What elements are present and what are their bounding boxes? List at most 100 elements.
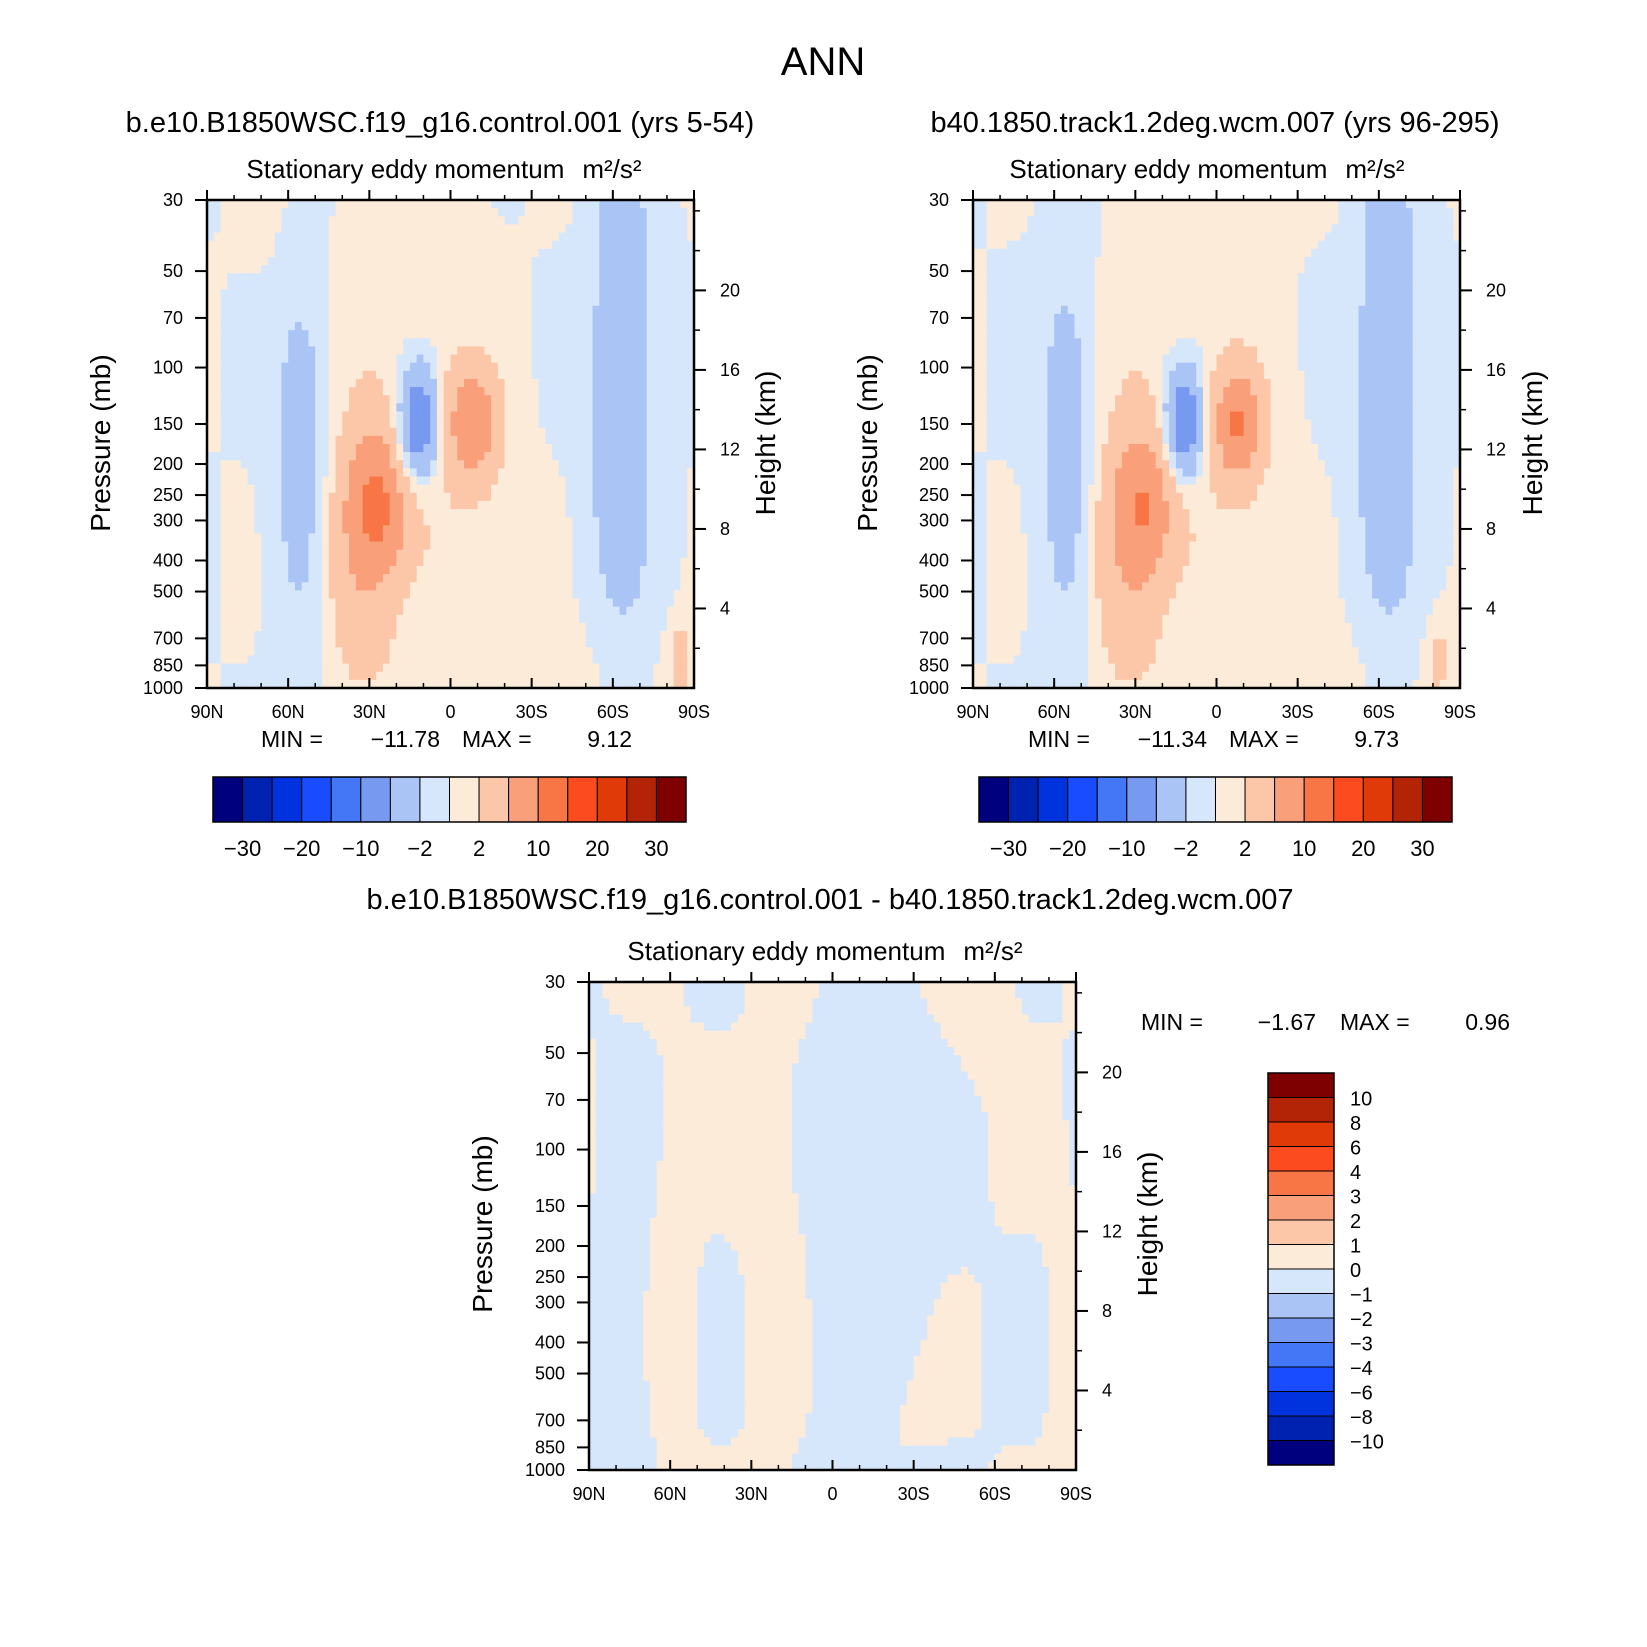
contour-cell — [234, 671, 242, 681]
contour-cell — [633, 232, 641, 242]
contour-cell — [599, 232, 607, 242]
contour-cell — [450, 297, 458, 307]
contour-cell — [1209, 208, 1218, 217]
contour-cell — [227, 590, 235, 600]
contour-cell — [1148, 208, 1157, 217]
contour-cell — [470, 517, 479, 526]
contour-cell — [308, 362, 316, 372]
contour-cell — [538, 338, 546, 347]
contour-cell — [1162, 200, 1170, 209]
contour-cell — [220, 305, 228, 315]
contour-cell — [524, 208, 533, 217]
contour-cell — [436, 671, 445, 681]
contour-cell — [335, 631, 343, 640]
x-tick-label: 60S — [597, 702, 629, 722]
contour-cell — [538, 590, 546, 600]
contour-cell — [328, 281, 337, 291]
contour-cell — [409, 387, 418, 396]
contour-cell — [484, 533, 492, 543]
contour-cell — [436, 322, 445, 331]
contour-cell — [403, 354, 411, 364]
contour-cell — [294, 419, 303, 429]
contour-cell — [653, 468, 661, 478]
contour-cell — [207, 208, 215, 217]
contour-cell — [633, 525, 641, 535]
contour-cell — [666, 541, 675, 551]
contour-cell — [524, 647, 533, 657]
contour-cell — [646, 289, 655, 299]
contour-cell — [234, 395, 242, 404]
contour-cell — [579, 435, 587, 445]
contour-cell — [457, 557, 465, 567]
contour-cell — [1054, 240, 1062, 250]
contour-cell — [538, 419, 546, 429]
contour-cell — [687, 216, 695, 225]
contour-cell — [261, 598, 269, 608]
contour-cell — [619, 541, 627, 551]
contour-cell — [551, 476, 560, 486]
contour-cell — [504, 354, 512, 364]
contour-cell — [294, 427, 303, 437]
contour-cell — [213, 460, 222, 469]
contour-cell — [436, 281, 445, 291]
contour-cell — [633, 216, 641, 225]
contour-cell — [308, 484, 316, 494]
contour-cell — [606, 606, 614, 616]
contour-cell — [646, 492, 655, 502]
contour-cell — [308, 305, 316, 315]
contour-cell — [1162, 232, 1170, 242]
contour-cell — [633, 305, 641, 315]
contour-cell — [565, 639, 573, 648]
contour-cell — [491, 208, 499, 217]
contour-cell — [443, 671, 452, 681]
contour-cell — [565, 671, 573, 681]
contour-cell — [470, 200, 479, 209]
contour-cell — [267, 395, 276, 404]
contour-cell — [342, 370, 350, 380]
contour-cell — [626, 370, 634, 380]
contour-cell — [308, 273, 316, 282]
contour-cell — [612, 240, 621, 250]
contour-cell — [261, 468, 269, 478]
contour-cell — [558, 395, 567, 404]
contour-cell — [464, 606, 472, 616]
contour-cell — [606, 224, 614, 234]
contour-cell — [531, 322, 540, 331]
contour-cell — [261, 354, 269, 364]
contour-cell — [362, 305, 370, 315]
contour-cell — [267, 484, 276, 494]
contour-cell — [518, 557, 526, 567]
contour-cell — [558, 460, 567, 469]
contour-cell — [423, 647, 431, 657]
contour-cell — [328, 419, 337, 429]
contour-cell — [450, 622, 458, 632]
contour-cell — [349, 322, 357, 331]
contour-cell — [1372, 248, 1380, 258]
contour-cell — [497, 387, 506, 396]
contour-cell — [335, 362, 343, 372]
contour-cell — [261, 452, 269, 461]
contour-cell — [1277, 200, 1285, 209]
contour-cell — [579, 273, 587, 282]
contour-cell — [565, 444, 573, 453]
contour-cell — [288, 631, 296, 640]
contour-cell — [369, 460, 377, 469]
contour-cell — [477, 679, 485, 689]
contour-cell — [369, 224, 377, 234]
contour-cell — [687, 647, 695, 657]
contour-cell — [504, 452, 512, 461]
contour-cell — [504, 671, 512, 681]
contour-cell — [1270, 208, 1278, 217]
contour-cell — [294, 452, 303, 461]
contour-cell — [213, 517, 222, 526]
contour-cell — [443, 273, 452, 282]
contour-cell — [294, 549, 303, 559]
contour-cell — [281, 362, 289, 372]
contour-cell — [207, 378, 215, 388]
contour-cell — [281, 517, 289, 526]
contour-cell — [342, 566, 350, 575]
contour-cell — [572, 590, 580, 600]
contour-cell — [551, 240, 560, 250]
contour-cell — [646, 606, 655, 616]
contour-cell — [497, 370, 506, 380]
